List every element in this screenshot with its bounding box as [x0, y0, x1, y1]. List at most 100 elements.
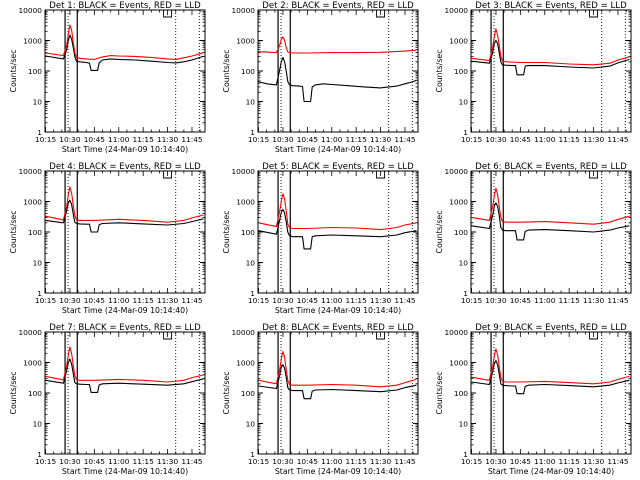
y-tick-label: 10000	[18, 167, 42, 176]
x-tick-label: 10:15	[461, 135, 483, 144]
x-tick-label: 11:45	[181, 457, 203, 466]
chart-title: Det 3: BLACK = Events, RED = LLD	[475, 1, 627, 11]
x-tick-label: 10:45	[84, 296, 106, 305]
x-tick-label: 11:45	[394, 135, 416, 144]
x-tick-label: 10:45	[84, 135, 106, 144]
y-tick-label: 1	[250, 289, 255, 298]
x-axis-label: Start Time (24-Mar-09 10:14:40)	[275, 145, 401, 154]
flag-marker	[376, 10, 386, 18]
y-tick-label: 1000	[23, 359, 42, 368]
y-tick-label: 1	[37, 289, 42, 298]
x-tick-label: 11:15	[346, 135, 368, 144]
x-tick-label: 10:30	[485, 457, 507, 466]
y-tick-label: 1000	[236, 198, 255, 207]
black-events-line	[45, 199, 204, 233]
flag-marker	[589, 10, 599, 18]
x-tick-label: 10:15	[248, 135, 270, 144]
x-tick-label: 11:00	[534, 135, 556, 144]
red-lld-line	[471, 28, 630, 66]
y-tick-label: 1000	[236, 37, 255, 46]
x-tick-label: 11:45	[607, 296, 629, 305]
x-tick-label: 10:30	[59, 457, 81, 466]
red-lld-line	[258, 193, 417, 231]
y-tick-label: 100	[28, 228, 42, 237]
x-tick-label: 11:15	[133, 135, 155, 144]
y-tick-label: 100	[454, 67, 468, 76]
x-tick-label: 10:15	[248, 457, 270, 466]
x-tick-label: 10:15	[248, 296, 270, 305]
black-events-line	[471, 39, 630, 76]
plot-frame	[257, 170, 419, 294]
y-tick-label: 10	[33, 98, 43, 107]
y-tick-label: 100	[28, 389, 42, 398]
chart-title: Det 9: BLACK = Events, RED = LLD	[475, 323, 627, 333]
y-tick-label: 100	[241, 389, 255, 398]
y-axis-label: Counts/sec	[9, 50, 18, 93]
y-tick-label: 1	[250, 128, 255, 137]
flag-marker	[376, 171, 386, 179]
y-tick-label: 10000	[18, 328, 42, 337]
x-tick-label: 10:15	[35, 296, 57, 305]
y-tick-label: 1000	[449, 198, 468, 207]
x-tick-label: 10:30	[59, 135, 81, 144]
x-axis-label: Start Time (24-Mar-09 10:14:40)	[62, 306, 188, 315]
x-tick-label: 11:15	[559, 135, 581, 144]
black-events-line	[258, 364, 417, 400]
y-tick-label: 1	[463, 128, 468, 137]
y-axis-label: Counts/sec	[222, 211, 231, 254]
x-tick-label: 10:15	[461, 296, 483, 305]
chart-title: Det 8: BLACK = Events, RED = LLD	[262, 323, 414, 333]
x-tick-label: 11:30	[157, 296, 179, 305]
x-tick-label: 10:30	[59, 296, 81, 305]
y-tick-label: 10	[459, 259, 469, 268]
x-tick-label: 11:15	[133, 457, 155, 466]
y-tick-label: 10000	[18, 6, 42, 15]
plot-frame	[470, 170, 632, 294]
x-tick-label: 10:45	[297, 135, 319, 144]
x-tick-label: 10:45	[510, 135, 532, 144]
y-axis-label: Counts/sec	[435, 372, 444, 415]
flag-marker	[163, 10, 173, 18]
y-tick-label: 10	[246, 420, 256, 429]
x-tick-label: 11:45	[607, 457, 629, 466]
y-tick-label: 10	[246, 98, 256, 107]
x-tick-label: 10:30	[272, 135, 294, 144]
x-tick-label: 11:45	[394, 457, 416, 466]
y-tick-label: 10	[459, 420, 469, 429]
black-events-line	[471, 202, 630, 241]
chart-title: Det 5: BLACK = Events, RED = LLD	[262, 162, 414, 172]
y-axis-label: Counts/sec	[435, 211, 444, 254]
x-tick-label: 10:15	[35, 135, 57, 144]
red-lld-line	[258, 36, 417, 54]
y-tick-label: 10000	[444, 6, 468, 15]
x-axis-label: Start Time (24-Mar-09 10:14:40)	[62, 145, 188, 154]
y-tick-label: 100	[454, 389, 468, 398]
y-tick-label: 10000	[231, 167, 255, 176]
x-tick-label: 10:45	[297, 457, 319, 466]
black-events-line	[258, 208, 417, 250]
y-tick-label: 1000	[449, 37, 468, 46]
x-tick-label: 10:45	[510, 457, 532, 466]
y-tick-label: 10	[33, 420, 43, 429]
x-tick-label: 11:30	[583, 296, 605, 305]
flag-marker	[376, 332, 386, 340]
red-lld-line	[471, 187, 630, 225]
black-events-line	[471, 360, 630, 395]
black-events-line	[45, 358, 204, 393]
x-tick-label: 11:45	[394, 296, 416, 305]
y-tick-label: 1000	[236, 359, 255, 368]
x-tick-label: 11:00	[321, 296, 343, 305]
y-axis-label: Counts/sec	[222, 50, 231, 93]
x-tick-label: 10:15	[461, 457, 483, 466]
black-events-line	[45, 34, 204, 71]
x-axis-label: Start Time (24-Mar-09 10:14:40)	[275, 306, 401, 315]
x-tick-label: 11:30	[583, 135, 605, 144]
x-tick-label: 10:15	[35, 457, 57, 466]
y-tick-label: 10000	[231, 6, 255, 15]
x-tick-label: 11:00	[108, 296, 130, 305]
x-tick-label: 11:30	[370, 135, 392, 144]
x-tick-label: 11:30	[583, 457, 605, 466]
y-tick-label: 1000	[23, 198, 42, 207]
x-tick-label: 10:45	[510, 296, 532, 305]
